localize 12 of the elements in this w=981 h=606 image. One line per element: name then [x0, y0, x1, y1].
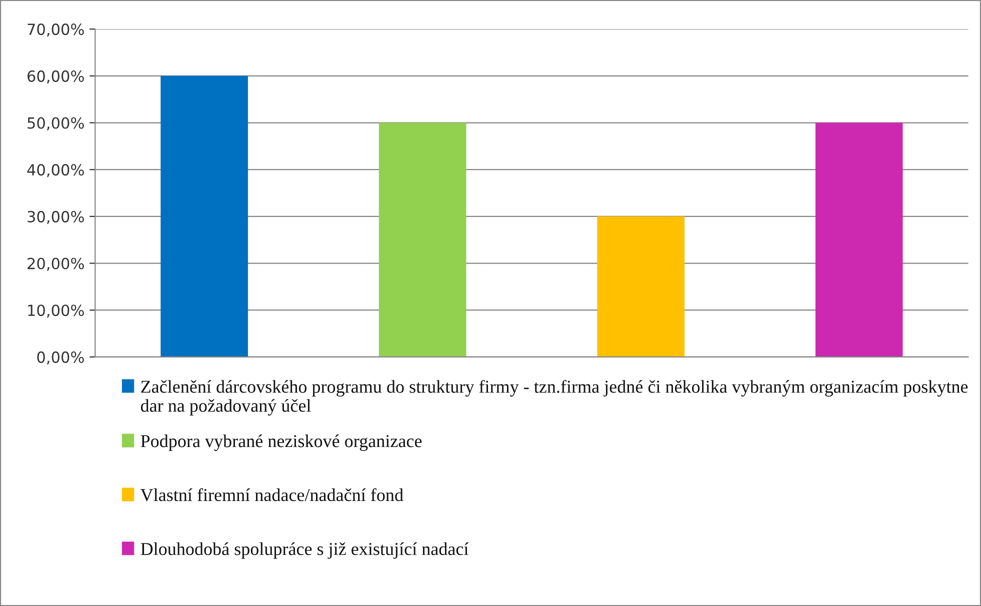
y-tick-label: 50,00%	[28, 117, 84, 130]
y-tick-label: 70,00%	[28, 24, 84, 37]
legend-label: Vlastní firemní nadace/nadační fond	[140, 488, 404, 502]
y-tick-label: 20,00%	[28, 258, 84, 271]
y-tick-label: 60,00%	[28, 70, 84, 84]
y-tick-label: 0,00%	[37, 351, 84, 365]
legend-label: Podpora vybrané neziskové organizace	[140, 434, 422, 451]
y-tick-label: 30,00%	[28, 210, 84, 224]
legend-label: Začlenění dárcovského programu do struktury firmy - tzn.firma jedné či několika vybraným organizacím poskytne dar na požadovaný účel	[140, 380, 968, 416]
legend-label: Dlouhodobá spolupráce s již existující nadací	[140, 542, 469, 559]
y-tick-label: 10,00%	[28, 304, 84, 318]
y-tick-label: 40,00%	[27, 164, 84, 178]
